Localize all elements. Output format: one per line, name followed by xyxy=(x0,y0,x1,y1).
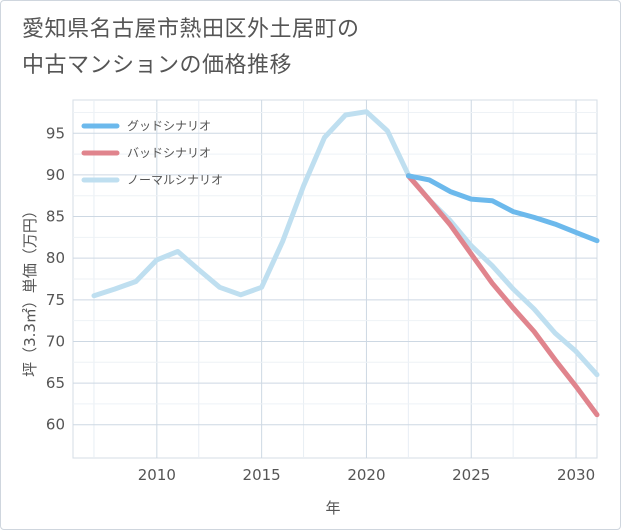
x-tick-label: 2020 xyxy=(347,466,385,484)
x-axis-label: 年 xyxy=(325,499,340,517)
legend-label-2: ノーマルシナリオ xyxy=(127,173,223,187)
y-tick-label: 65 xyxy=(46,374,65,392)
chart-title-line1: 愛知県名古屋市熱田区外土居町の xyxy=(22,17,360,42)
x-tick-label: 2025 xyxy=(452,466,490,484)
series-line-1 xyxy=(405,173,600,418)
y-tick-label: 75 xyxy=(46,291,65,309)
y-tick-label: 85 xyxy=(46,208,65,226)
series-line-0 xyxy=(405,173,600,244)
legend-label-0: グッドシナリオ xyxy=(127,119,211,133)
x-tick-label: 2015 xyxy=(243,466,281,484)
series-line-2 xyxy=(91,109,600,378)
legend-label-1: バッドシナリオ xyxy=(127,146,211,160)
x-tick-label: 2010 xyxy=(138,466,176,484)
y-tick-label: 70 xyxy=(46,332,65,350)
chart-title-line2: 中古マンションの価格推移 xyxy=(22,53,293,78)
x-tick-labels: 2010 2015 2020 2025 2030 xyxy=(138,466,595,484)
y-axis-label: 坪（3.3㎡）単価（万円） xyxy=(21,203,39,377)
y-tick-label: 60 xyxy=(46,416,65,434)
y-tick-label: 80 xyxy=(46,249,65,267)
y-tick-label: 90 xyxy=(46,166,65,184)
y-tick-label: 95 xyxy=(46,124,65,142)
series-lines xyxy=(91,109,600,418)
x-tick-label: 2030 xyxy=(557,466,595,484)
chart-title: 愛知県名古屋市熱田区外土居町の 中古マンションの価格推移 xyxy=(22,12,360,84)
grid-lines xyxy=(72,99,598,459)
y-tick-labels: 60 65 70 75 80 85 90 95 xyxy=(46,124,65,433)
